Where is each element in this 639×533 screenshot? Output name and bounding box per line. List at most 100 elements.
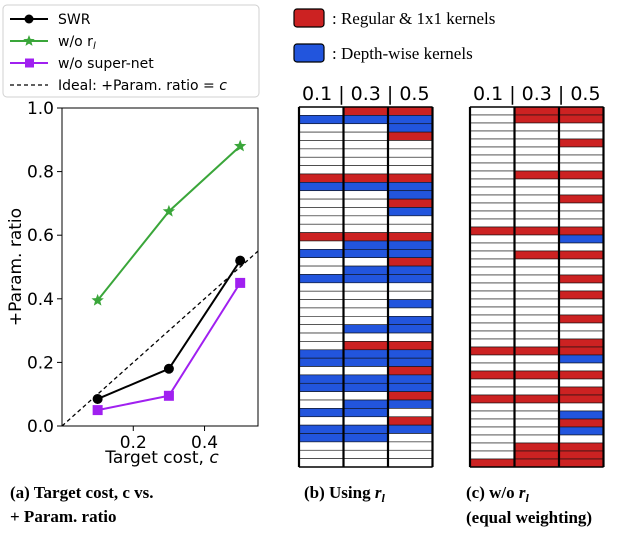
legend-marker-2	[25, 58, 34, 68]
heatmap-cell-b-8-1	[343, 173, 389, 183]
heatmap-cell-b-35-0	[298, 399, 344, 409]
legend-marker-1	[23, 35, 35, 46]
caption-b-prefix: (b) Using	[304, 483, 375, 502]
data-point-1-1	[162, 204, 176, 217]
heatmap-cell-c-11-2	[558, 194, 604, 204]
heatmap-cell-b-15-0	[298, 232, 344, 242]
heatmap-cell-c-18-1	[514, 250, 560, 260]
heatmap-cell-c-29-0	[469, 338, 515, 348]
heatmap-cell-b-13-1	[343, 215, 389, 225]
heatmap-cell-c-24-2	[558, 298, 604, 308]
heatmap-cell-b-2-0	[298, 123, 344, 133]
heatmap-cell-c-15-2	[558, 226, 604, 236]
heatmap-cell-b-41-0	[298, 449, 344, 459]
heatmap-cell-c-26-2	[558, 314, 604, 324]
heatmap-cell-c-27-0	[469, 322, 515, 332]
heatmap-cell-b-30-0	[298, 357, 344, 367]
heatmap-cell-c-21-2	[558, 274, 604, 284]
heatmap-cell-c-30-0	[469, 346, 515, 356]
heatmap-cell-b-8-0	[298, 173, 344, 183]
heatmap-cell-c-35-1	[514, 386, 560, 396]
heatmap-cell-c-17-1	[514, 242, 560, 252]
heatmap-cell-b-5-0	[298, 148, 344, 158]
heatmap-cell-b-7-0	[298, 165, 344, 175]
heatmap-cell-c-8-0	[469, 170, 515, 180]
legend-label-1: w/o rl	[58, 34, 96, 52]
heatmap-cell-c-6-2	[558, 154, 604, 164]
heatmap-cell-c-13-1	[514, 210, 560, 220]
heatmap-cell-c-16-2	[558, 234, 604, 244]
heatmap-cell-c-13-2	[558, 210, 604, 220]
heatmap-cell-c-39-1	[514, 418, 560, 428]
heatmap-cell-c-34-1	[514, 378, 560, 388]
heatmap-cell-c-12-0	[469, 202, 515, 212]
heatmap-cell-b-8-2	[387, 173, 433, 183]
heatmap-cell-c-35-0	[469, 386, 515, 396]
heatmap-cell-b-37-2	[387, 416, 433, 426]
heatmap-cell-b-27-1	[343, 332, 389, 342]
heatmap-cell-b-6-1	[343, 156, 389, 166]
heatmap-cell-b-28-2	[387, 341, 433, 351]
caption-c-prefix: (c) w/o	[466, 483, 519, 502]
x-axis-label: Target cost, c	[104, 448, 219, 468]
heatmap-cell-b-40-1	[343, 441, 389, 451]
heatmap-cell-b-42-2	[387, 458, 433, 468]
y-tick-label-2: 0.4	[27, 290, 54, 310]
heatmap-cell-c-27-2	[558, 322, 604, 332]
heatmap-cell-c-0-2	[558, 106, 604, 116]
y-tick-label-0: 0.0	[27, 417, 54, 437]
heatmap-cell-c-0-1	[514, 106, 560, 116]
heatmap-cell-c-18-2	[558, 250, 604, 260]
heatmap-cell-b-31-2	[387, 366, 433, 376]
heatmap-cell-b-39-2	[387, 433, 433, 443]
caption-b: (b) Using rl	[304, 481, 385, 506]
heatmap-cell-b-26-1	[343, 324, 389, 334]
heatmap-cell-b-33-2	[387, 382, 433, 392]
legend-label-3: Ideal: +Param. ratio = c	[58, 78, 227, 94]
heatmap-cell-b-35-1	[343, 399, 389, 409]
heatmap-column-label-b-1: | 0.3	[332, 83, 381, 105]
heatmap-cell-b-22-1	[343, 290, 389, 300]
heatmap-cell-b-0-0	[298, 106, 344, 116]
heatmap-cell-c-17-2	[558, 242, 604, 252]
heatmap-cell-c-9-0	[469, 178, 515, 188]
heatmap-cell-c-4-2	[558, 138, 604, 148]
heatmap-cell-c-22-0	[469, 282, 515, 292]
heatmap-cell-c-23-1	[514, 290, 560, 300]
heatmap-cell-b-12-1	[343, 207, 389, 217]
heatmap-cell-c-20-0	[469, 266, 515, 276]
heatmap-cell-c-17-0	[469, 242, 515, 252]
caption-b-sub: l	[381, 491, 385, 505]
heatmap-cell-c-7-2	[558, 162, 604, 172]
y-tick-label-4: 0.8	[27, 163, 54, 183]
heatmap-cell-b-39-1	[343, 433, 389, 443]
heatmap-cell-b-21-1	[343, 282, 389, 292]
heatmap-cell-c-40-0	[469, 426, 515, 436]
heatmap-cell-b-34-0	[298, 391, 344, 401]
heatmap-cell-b-1-0	[298, 115, 344, 125]
legend-label-name-1: w/o r	[58, 34, 93, 50]
heatmap-cell-b-37-0	[298, 416, 344, 426]
heatmap-cell-b-32-0	[298, 374, 344, 384]
heatmap-cell-c-7-1	[514, 162, 560, 172]
legend-label-name-2: w/o super-net	[58, 56, 154, 72]
legend-label-suffix-eq-3: =	[199, 78, 220, 94]
heatmap-cell-c-10-0	[469, 186, 515, 196]
heatmap-cell-b-11-2	[387, 198, 433, 208]
heatmap-cell-b-3-1	[343, 131, 389, 141]
heatmap-cell-c-10-2	[558, 186, 604, 196]
heatmap-cell-b-7-1	[343, 165, 389, 175]
heatmap-cell-c-3-0	[469, 130, 515, 140]
heatmap-cell-c-26-1	[514, 314, 560, 324]
heatmap-cell-b-33-0	[298, 382, 344, 392]
heatmap-cell-b-27-0	[298, 332, 344, 342]
heatmap-cell-c-30-2	[558, 346, 604, 356]
heatmap-cell-b-20-2	[387, 274, 433, 284]
heatmap-column-label-c-2: | 0.5	[552, 83, 601, 105]
heatmap-cell-c-1-0	[469, 114, 515, 124]
heatmap-column-label-b-2: | 0.5	[381, 83, 430, 105]
heatmap-cell-c-4-1	[514, 138, 560, 148]
heatmap-cell-b-10-0	[298, 190, 344, 200]
heatmap-cell-c-32-1	[514, 362, 560, 372]
